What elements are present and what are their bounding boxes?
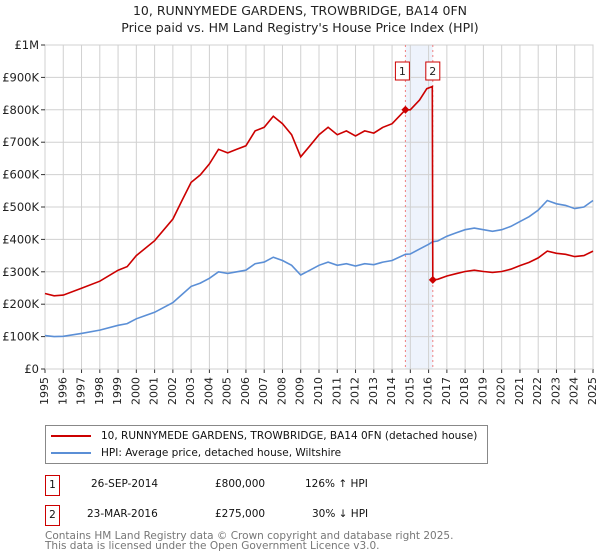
y-tick-label: £400K [2,232,39,246]
x-tick-label: 1996 [56,377,69,405]
x-tick-label: 2013 [367,377,380,405]
sale-hpi-change: 126% ↑ HPI [305,478,368,490]
blue-line-swatch [51,452,91,454]
x-tick-label: 2006 [239,377,252,405]
legend-label: 10, RUNNYMEDE GARDENS, TROWBRIDGE, BA14 … [101,430,478,442]
x-tick-label: 2010 [312,377,325,405]
y-tick-label: £200K [2,297,39,311]
sale-date: 23-MAR-2016 [87,508,158,520]
x-tick-label: 2014 [385,377,398,405]
chart-title-line2: Price paid vs. HM Land Registry's House … [121,20,479,35]
sale-2-marker [428,275,437,284]
y-tick-label: £600K [2,168,39,182]
x-tick-label: 2003 [184,377,197,405]
y-tick-label: £100K [2,330,39,344]
sale-price: £800,000 [215,478,266,490]
x-tick-label: 2005 [221,377,234,405]
x-tick-label: 2018 [458,377,471,405]
price-chart: 1995 1996 1997 1998 1999 2000 2001 2002 2003 2004… [2,38,599,405]
chart-title-line1: 10, RUNNYMEDE GARDENS, TROWBRIDGE, BA14 … [132,3,467,18]
x-tick-label: 2024 [568,377,581,405]
x-tick-label: 2011 [330,377,343,405]
x-tick-label: 2016 [422,377,435,405]
x-tick-label: 1995 [38,377,51,405]
x-tick-label: 2023 [549,377,562,405]
sale-row: 2 23-MAR-2016 £275,000 30% ↓ HPI [45,505,545,527]
x-tick-label: 2000 [129,377,142,405]
sale-hpi-change: 30% ↓ HPI [312,508,369,520]
x-tick-label: 1998 [93,377,106,405]
sale-2-label: 2 [429,65,436,78]
x-tick-label: 2004 [202,377,215,405]
y-tick-label: £300K [2,265,39,279]
legend-item-property: 10, RUNNYMEDE GARDENS, TROWBRIDGE, BA14 … [51,428,477,444]
legend-label: HPI: Average price, detached house, Wilt… [101,447,342,459]
x-tick-label: 2022 [531,377,544,405]
sale-marker-label: 1 [45,475,60,496]
x-tick-label: 2008 [275,377,288,405]
y-tick-label: £700K [2,135,39,149]
y-tick-label: £500K [2,200,39,214]
y-tick-label: £800K [2,103,39,117]
x-tick-label: 2025 [586,377,599,405]
legend: 10, RUNNYMEDE GARDENS, TROWBRIDGE, BA14 … [45,425,488,464]
y-tick-label: £0 [24,362,39,376]
sale-1-marker [401,105,410,114]
x-tick-label: 2017 [440,377,453,405]
sale-1-label: 1 [399,65,406,78]
footer-line1: Contains HM Land Registry data © Crown c… [45,530,454,542]
sale-row: 1 26-SEP-2014 £800,000 126% ↑ HPI [45,475,545,497]
sale-1-label-box [394,61,410,81]
x-tick-label: 2012 [349,377,362,405]
x-tick-label: 2001 [148,377,161,405]
x-tick-label: 2020 [495,377,508,405]
x-tick-label: 2015 [403,377,416,405]
footer: Contains HM Land Registry data © Crown c… [45,530,454,552]
footer-line2: This data is licensed under the Open Gov… [45,540,380,552]
sale-marker-label: 2 [45,505,60,526]
x-tick-label: 2009 [294,377,307,405]
x-tick-label: 2019 [476,377,489,405]
hpi-series-line [44,199,594,338]
y-tick-label: £1M [14,38,39,52]
x-tick-label: 2002 [166,377,179,405]
red-line-swatch [51,435,91,437]
property-series-line [44,85,594,297]
x-tick-label: 2007 [257,377,270,405]
sale-price: £275,000 [215,508,266,520]
x-tick-label: 2021 [513,377,526,405]
sale-2-label-box [425,61,441,81]
sale-date: 26-SEP-2014 [91,478,159,490]
x-tick-label: 1999 [111,377,124,405]
legend-item-hpi: HPI: Average price, detached house, Wilt… [51,445,341,461]
y-tick-label: £900K [2,70,39,84]
x-tick-label: 1997 [75,377,88,405]
